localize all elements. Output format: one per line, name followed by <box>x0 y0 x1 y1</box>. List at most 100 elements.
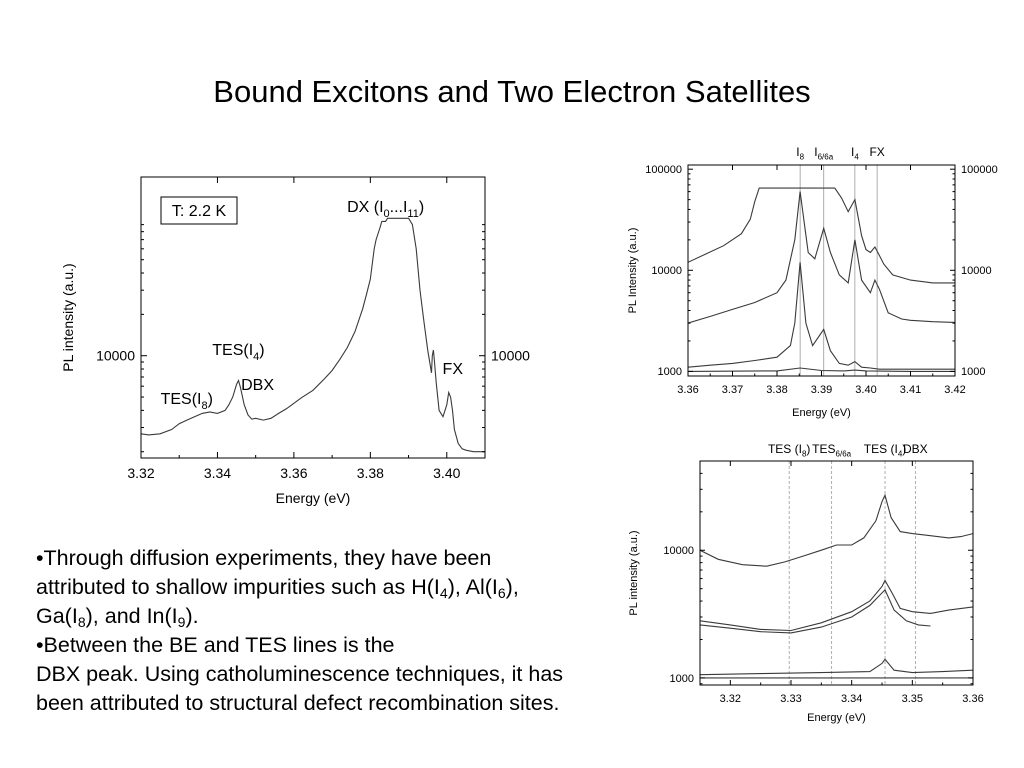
peak-label: FX <box>869 145 884 159</box>
y-axis-label: PL intensity (a.u.) <box>60 263 76 371</box>
series-line-0 <box>688 187 955 284</box>
series-line-2 <box>688 262 955 370</box>
series-line-3 <box>700 658 973 676</box>
label-subscript: 4 <box>854 153 859 162</box>
y-tick-label-right: 1000 <box>961 366 985 378</box>
label-text: ) <box>902 442 906 456</box>
x-tick-label: 3.42 <box>944 384 965 396</box>
x-tick-label: 3.34 <box>204 465 231 481</box>
label-subscript: 6/6a <box>836 450 852 459</box>
label-text: FX <box>443 361 464 378</box>
label-text: I <box>851 145 854 159</box>
x-tick-label: 3.36 <box>677 384 698 396</box>
subscript: 9 <box>177 614 186 630</box>
x-tick-label: 3.40 <box>433 465 460 481</box>
peak-label: TES (I4) <box>864 442 906 459</box>
label-text: ) <box>259 342 264 359</box>
label-text: DBX <box>903 442 928 456</box>
peak-annotation: DX (I0...I11) <box>347 199 424 220</box>
bullet-item: •Through diffusion experiments, they hav… <box>36 546 519 630</box>
y-tick-label-right: 10000 <box>961 265 992 277</box>
x-tick-label: 3.40 <box>855 384 876 396</box>
label-text: FX <box>869 145 884 159</box>
plot-frame <box>699 460 974 686</box>
series-line-0 <box>700 493 973 567</box>
label-text: ) <box>419 199 424 216</box>
x-tick-label: 3.35 <box>902 693 923 705</box>
series-line-1 <box>688 191 955 324</box>
peak-label: I6/6a <box>814 145 833 162</box>
label-text: DX (I <box>347 199 383 216</box>
y-tick-label: 10000 <box>651 265 682 277</box>
y-tick-label: 10000 <box>663 545 694 557</box>
y-tick-label: 1000 <box>658 366 682 378</box>
peak-annotation: FX <box>443 361 464 378</box>
x-tick-label: 3.41 <box>900 384 921 396</box>
label-subscript: 0 <box>384 208 390 220</box>
label-subscript: 8 <box>800 153 805 162</box>
temperature-label: T: 2.2 K <box>172 203 227 220</box>
peak-label: I8 <box>796 145 804 162</box>
peak-label: I4 <box>851 145 859 162</box>
label-text: TES(I <box>161 391 202 408</box>
peak-label: TES (I8) <box>768 442 810 459</box>
subscript: 8 <box>77 614 86 630</box>
y-axis-label: PL Intensity (a.u.) <box>627 228 639 314</box>
x-tick-label: 3.38 <box>357 465 384 481</box>
series-line-1 <box>700 579 973 632</box>
label-text: TES <box>812 442 835 456</box>
temperature-box: T: 2.2 K <box>160 196 238 225</box>
bullet-item: •Between the BE and TES lines is the DBX … <box>36 633 564 715</box>
x-tick-label: 3.37 <box>722 384 743 396</box>
x-tick-label: 3.32 <box>720 693 741 705</box>
series-line-0 <box>141 217 485 453</box>
slide-title: Bound Excitons and Two Electron Satellit… <box>213 74 811 109</box>
x-tick-label: 3.38 <box>766 384 787 396</box>
peak-annotation: TES(I4) <box>212 342 264 363</box>
y-tick-label-right: 100000 <box>961 164 998 176</box>
peak-label: TES6/6a <box>812 442 851 459</box>
bullet-list: •Through diffusion experiments, they hav… <box>36 544 676 718</box>
label-subscript: 6/6a <box>818 153 834 162</box>
label-text: TES (I <box>864 442 898 456</box>
x-axis-label: Energy (eV) <box>276 490 351 506</box>
subscript: 6 <box>497 585 506 601</box>
label-subscript: 4 <box>253 351 259 363</box>
x-axis-label: Energy (eV) <box>807 712 866 724</box>
y-tick-label: 1000 <box>670 673 694 685</box>
x-tick-label: 3.32 <box>127 465 154 481</box>
y-tick-label-right: 10000 <box>491 348 530 364</box>
y-tick-label: 100000 <box>645 164 682 176</box>
x-tick-label: 3.33 <box>780 693 801 705</box>
peak-label: DBX <box>903 442 928 456</box>
label-subscript: 8 <box>201 400 207 412</box>
label-text: TES (I <box>768 442 802 456</box>
peak-annotation: DBX <box>241 377 274 394</box>
label-subscript: 8 <box>802 450 807 459</box>
label-subscript: 11 <box>407 208 418 220</box>
x-tick-label: 3.39 <box>811 384 832 396</box>
label-text: TES(I <box>212 342 253 359</box>
label-text: ...I <box>390 199 408 216</box>
x-tick-label: 3.36 <box>962 693 983 705</box>
subscript: 4 <box>439 585 448 601</box>
x-axis-label: Energy (eV) <box>792 407 851 419</box>
label-text: I <box>796 145 799 159</box>
x-tick-label: 3.36 <box>280 465 307 481</box>
plot-frame <box>140 176 486 459</box>
series-line-2 <box>700 588 931 634</box>
label-text: DBX <box>241 377 274 394</box>
y-tick-label: 10000 <box>96 348 135 364</box>
label-text: ) <box>208 391 213 408</box>
peak-annotation: TES(I8) <box>161 391 213 412</box>
x-tick-label: 3.34 <box>841 693 862 705</box>
y-axis-label: PL intensity (a.u.) <box>628 530 640 615</box>
label-subscript: 4 <box>898 450 903 459</box>
series-line-3 <box>688 367 955 372</box>
label-text: ) <box>806 442 810 456</box>
temperature-box-frame <box>160 196 238 225</box>
label-text: I <box>814 145 817 159</box>
